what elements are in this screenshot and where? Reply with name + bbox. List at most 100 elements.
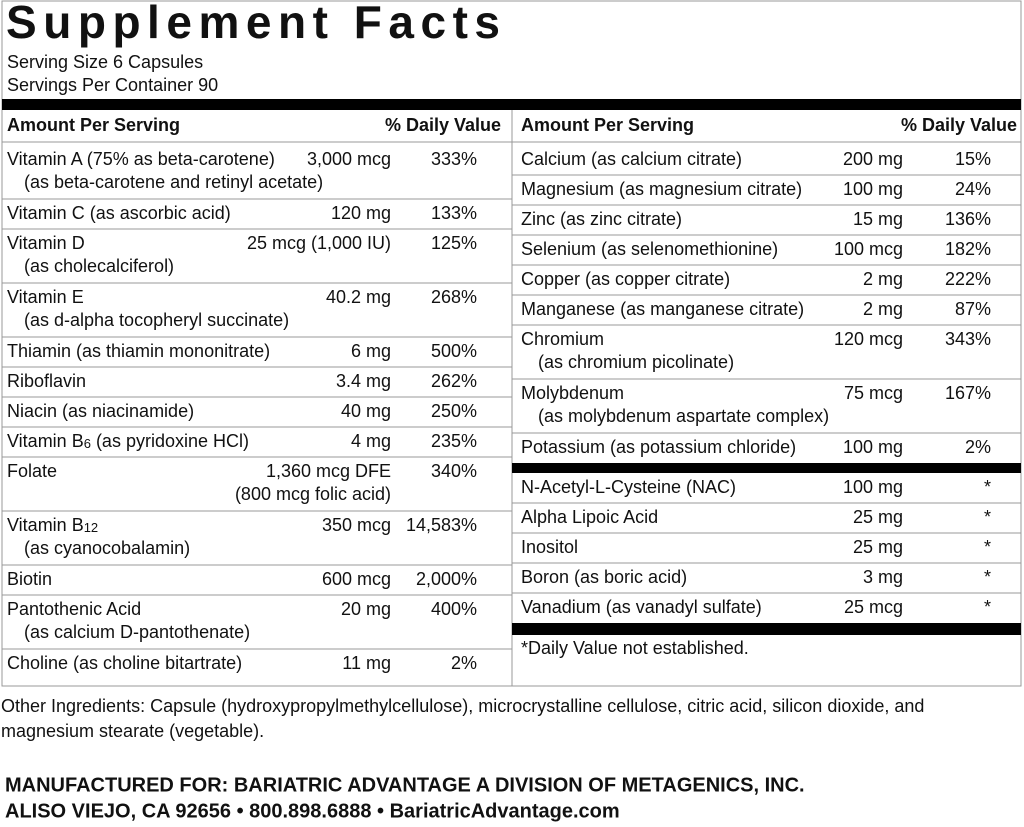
subscript: 6	[84, 436, 91, 451]
daily-value: 250%	[431, 401, 477, 421]
nutrient-name: Molybdenum	[521, 383, 624, 403]
nutrient-name-text: Inositol	[521, 537, 578, 557]
nutrient-name-text: Biotin	[7, 569, 52, 589]
daily-value: 2%	[451, 653, 477, 673]
amount: 2 mg	[863, 269, 903, 289]
title: Supplement Facts	[6, 0, 500, 48]
nutrient-name-text: Molybdenum	[521, 383, 624, 403]
nutrient-name-text: Vitamin E	[7, 287, 84, 307]
daily-value: 14,583%	[406, 515, 477, 535]
daily-value: 15%	[955, 149, 991, 169]
thick-bar	[512, 463, 1021, 473]
daily-value: 167%	[945, 383, 991, 403]
nutrient-name: Pantothenic Acid	[7, 599, 141, 619]
nutrient-name: Boron (as boric acid)	[521, 567, 687, 587]
amount: 2 mg	[863, 299, 903, 319]
nutrient-name: Folate	[7, 461, 57, 481]
nutrient-name-text: Potassium (as potassium chloride)	[521, 437, 796, 457]
nutrient-name: Vanadium (as vanadyl sulfate)	[521, 597, 762, 617]
nutrient-name-text: Zinc (as zinc citrate)	[521, 209, 682, 229]
nutrient-name-text: Thiamin (as thiamin mononitrate)	[7, 341, 270, 361]
daily-value: 182%	[945, 239, 991, 259]
nutrient-source: (as calcium D-pantothenate)	[24, 622, 250, 642]
amount: 200 mg	[843, 149, 903, 169]
nutrient-name: Vitamin B6 (as pyridoxine HCl)	[7, 431, 249, 452]
nutrient-name-text: Vitamin A (75% as beta-carotene)	[7, 149, 275, 169]
amount: 40.2 mg	[326, 287, 391, 307]
nutrient-name: Choline (as choline bitartrate)	[7, 653, 242, 673]
nutrient-name-text: Pantothenic Acid	[7, 599, 141, 619]
amount: 25 mg	[853, 507, 903, 527]
nutrient-name-text: Boron (as boric acid)	[521, 567, 687, 587]
nutrient-source: (as chromium picolinate)	[538, 352, 734, 372]
amount: 3,000 mcg	[307, 149, 391, 169]
nutrient-name: Biotin	[7, 569, 52, 589]
daily-value: 2,000%	[416, 569, 477, 589]
nutrient-name: N-Acetyl-L-Cysteine (NAC)	[521, 477, 736, 497]
nutrient-source: (as d-alpha tocopheryl succinate)	[24, 310, 289, 330]
nutrient-name: Niacin (as niacinamide)	[7, 401, 194, 421]
nutrient-name: Chromium	[521, 329, 604, 349]
daily-value: 125%	[431, 233, 477, 253]
nutrient-name-text: N-Acetyl-L-Cysteine (NAC)	[521, 477, 736, 497]
nutrient-name: Vitamin D	[7, 233, 85, 253]
daily-value: *	[984, 597, 991, 617]
amount: 600 mcg	[322, 569, 391, 589]
thick-bar	[512, 623, 1021, 635]
nutrient-source: (as molybdenum aspartate complex)	[538, 406, 829, 426]
amount: 100 mcg	[834, 239, 903, 259]
amount: 100 mg	[843, 437, 903, 457]
nutrient-name-text: Choline (as choline bitartrate)	[7, 653, 242, 673]
nutrient-source: (as cholecalciferol)	[24, 256, 174, 276]
amount-detail: (800 mcg folic acid)	[235, 484, 391, 504]
amount: 20 mg	[341, 599, 391, 619]
daily-value: 340%	[431, 461, 477, 481]
nutrient-name: Thiamin (as thiamin mononitrate)	[7, 341, 270, 361]
amount: 3 mg	[863, 567, 903, 587]
nutrient-name-text: Copper (as copper citrate)	[521, 269, 730, 289]
amount: 1,360 mcg DFE	[266, 461, 391, 481]
footnote: *Daily Value not established.	[521, 638, 749, 658]
nutrient-name-text: Vanadium (as vanadyl sulfate)	[521, 597, 762, 617]
daily-value: 2%	[965, 437, 991, 457]
amount: 4 mg	[351, 431, 391, 451]
manufacturer: ALISO VIEJO, CA 92656 • 800.898.6888 • B…	[5, 800, 620, 822]
amount: 350 mcg	[322, 515, 391, 535]
nutrient-note: (as pyridoxine HCl)	[96, 431, 249, 451]
daily-value: 24%	[955, 179, 991, 199]
amount-per-serving-header: Amount Per Serving	[521, 115, 694, 135]
nutrient-name-text: Selenium (as selenomethionine)	[521, 239, 778, 259]
nutrient-name-text: Vitamin D	[7, 233, 85, 253]
amount-per-serving-header: Amount Per Serving	[7, 115, 180, 135]
amount: 120 mg	[331, 203, 391, 223]
nutrient-source: (as cyanocobalamin)	[24, 538, 190, 558]
daily-value-header: % Daily Value	[901, 115, 1017, 135]
daily-value: 235%	[431, 431, 477, 451]
other-ingredients: Other Ingredients: Capsule (hydroxypropy…	[1, 696, 924, 716]
nutrient-name: Riboflavin	[7, 371, 86, 391]
nutrient-name: Selenium (as selenomethionine)	[521, 239, 778, 259]
amount: 75 mcg	[844, 383, 903, 403]
amount: 15 mg	[853, 209, 903, 229]
nutrient-name-text: Vitamin B	[7, 431, 84, 451]
nutrient-name: Potassium (as potassium chloride)	[521, 437, 796, 457]
serving-size: Serving Size 6 Capsules	[7, 52, 203, 72]
daily-value: 136%	[945, 209, 991, 229]
nutrient-name: Magnesium (as magnesium citrate)	[521, 179, 802, 199]
daily-value: 500%	[431, 341, 477, 361]
nutrient-name: Alpha Lipoic Acid	[521, 507, 658, 527]
amount: 6 mg	[351, 341, 391, 361]
nutrient-name-text: Folate	[7, 461, 57, 481]
nutrient-name-text: Vitamin B	[7, 515, 84, 535]
nutrient-name-text: Chromium	[521, 329, 604, 349]
daily-value: 268%	[431, 287, 477, 307]
amount: 120 mcg	[834, 329, 903, 349]
nutrient-name-text: Niacin (as niacinamide)	[7, 401, 194, 421]
daily-value: 133%	[431, 203, 477, 223]
nutrient-name-text: Alpha Lipoic Acid	[521, 507, 658, 527]
amount: 100 mg	[843, 179, 903, 199]
amount: 25 mg	[853, 537, 903, 557]
nutrient-name-text: Calcium (as calcium citrate)	[521, 149, 742, 169]
thick-bar	[2, 99, 1021, 110]
